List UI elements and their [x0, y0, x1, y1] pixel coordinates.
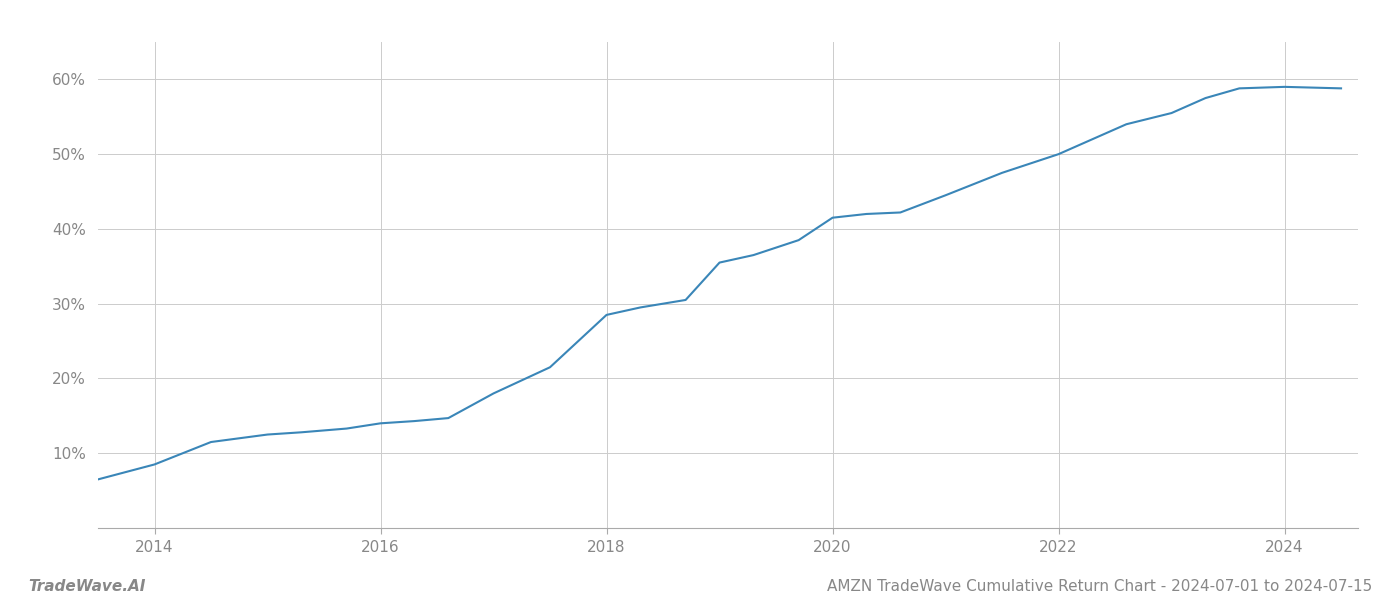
Text: TradeWave.AI: TradeWave.AI [28, 579, 146, 594]
Text: AMZN TradeWave Cumulative Return Chart - 2024-07-01 to 2024-07-15: AMZN TradeWave Cumulative Return Chart -… [827, 579, 1372, 594]
